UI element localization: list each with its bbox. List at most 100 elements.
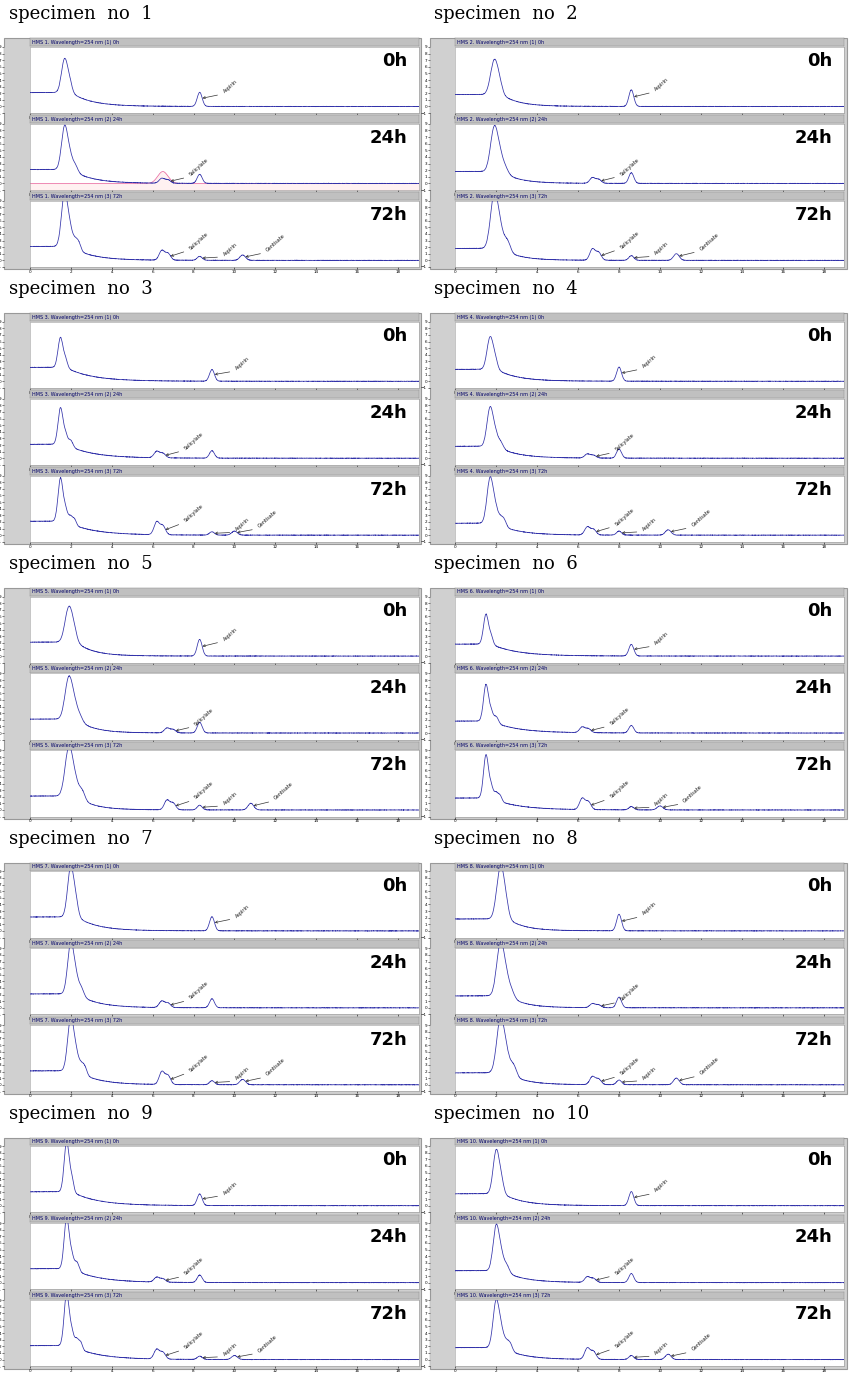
Text: Salicylate: Salicylate [614, 507, 635, 526]
Text: Salicylate: Salicylate [183, 1330, 204, 1349]
Text: Salicylate: Salicylate [619, 157, 640, 177]
Text: Salicylate: Salicylate [614, 1256, 635, 1276]
Text: 0h: 0h [808, 327, 832, 345]
Text: 24h: 24h [795, 404, 832, 422]
Text: 72h: 72h [795, 1030, 832, 1048]
Text: HMS 4. Wavelength=254 nm (1) 0h: HMS 4. Wavelength=254 nm (1) 0h [457, 315, 545, 320]
Text: specimen  no  4: specimen no 4 [434, 280, 578, 298]
Text: 0h: 0h [382, 52, 407, 70]
Text: 72h: 72h [795, 1305, 832, 1323]
Text: HMS 6. Wavelength=254 nm (3) 72h: HMS 6. Wavelength=254 nm (3) 72h [457, 743, 547, 749]
Text: Aspirin: Aspirin [222, 627, 238, 642]
Text: specimen  no  3: specimen no 3 [9, 280, 152, 298]
Text: Aspirin: Aspirin [642, 517, 658, 532]
Text: Aspirin: Aspirin [235, 904, 250, 918]
Text: HMS 8. Wavelength=254 nm (2) 24h: HMS 8. Wavelength=254 nm (2) 24h [457, 941, 547, 947]
Text: Gentisate: Gentisate [266, 234, 286, 253]
Text: Aspirin: Aspirin [654, 1179, 670, 1193]
Text: HMS 2. Wavelength=254 nm (3) 72h: HMS 2. Wavelength=254 nm (3) 72h [457, 194, 547, 199]
Text: Aspirin: Aspirin [642, 1066, 658, 1081]
Text: HMS 1. Wavelength=254 nm (2) 24h: HMS 1. Wavelength=254 nm (2) 24h [31, 117, 122, 122]
Text: HMS 5. Wavelength=254 nm (3) 72h: HMS 5. Wavelength=254 nm (3) 72h [31, 743, 122, 749]
Text: 72h: 72h [369, 1305, 407, 1323]
Text: Aspirin: Aspirin [654, 631, 670, 646]
Text: 24h: 24h [369, 404, 407, 422]
Text: HMS 4. Wavelength=254 nm (2) 24h: HMS 4. Wavelength=254 nm (2) 24h [457, 392, 547, 397]
Text: Salicylate: Salicylate [193, 780, 214, 800]
Text: 72h: 72h [369, 481, 407, 499]
Text: specimen  no  10: specimen no 10 [434, 1105, 589, 1123]
Text: HMS 4. Wavelength=254 nm (3) 72h: HMS 4. Wavelength=254 nm (3) 72h [457, 469, 547, 474]
Text: 24h: 24h [369, 679, 407, 697]
Text: Gentisate: Gentisate [257, 1334, 278, 1353]
Text: HMS 7. Wavelength=254 nm (1) 0h: HMS 7. Wavelength=254 nm (1) 0h [31, 864, 119, 870]
Text: Salicylate: Salicylate [619, 229, 640, 250]
Text: 0h: 0h [808, 52, 832, 70]
Text: specimen  no  7: specimen no 7 [9, 830, 152, 848]
Text: HMS 3. Wavelength=254 nm (1) 0h: HMS 3. Wavelength=254 nm (1) 0h [31, 315, 119, 320]
Text: HMS 9. Wavelength=254 nm (2) 24h: HMS 9. Wavelength=254 nm (2) 24h [31, 1216, 122, 1221]
Text: Salicylate: Salicylate [188, 158, 209, 177]
Text: HMS 8. Wavelength=254 nm (1) 0h: HMS 8. Wavelength=254 nm (1) 0h [457, 864, 545, 870]
Text: Salicylate: Salicylate [188, 1054, 209, 1073]
Text: 0h: 0h [808, 877, 832, 894]
Text: 72h: 72h [795, 756, 832, 774]
Text: specimen  no  2: specimen no 2 [434, 5, 578, 23]
Text: Salicylate: Salicylate [614, 433, 635, 452]
Text: Aspirin: Aspirin [222, 80, 238, 93]
Text: Gentisate: Gentisate [683, 785, 704, 804]
Text: 24h: 24h [795, 679, 832, 697]
Text: Salicylate: Salicylate [619, 1057, 640, 1076]
Text: HMS 3. Wavelength=254 nm (3) 72h: HMS 3. Wavelength=254 nm (3) 72h [31, 469, 122, 474]
Text: Aspirin: Aspirin [222, 1341, 238, 1356]
Text: specimen  no  6: specimen no 6 [434, 555, 578, 573]
Text: HMS 10. Wavelength=254 nm (2) 24h: HMS 10. Wavelength=254 nm (2) 24h [457, 1216, 551, 1221]
Text: Aspirin: Aspirin [654, 77, 670, 92]
Text: HMS 5. Wavelength=254 nm (2) 24h: HMS 5. Wavelength=254 nm (2) 24h [31, 666, 122, 672]
Text: Gentisate: Gentisate [699, 1057, 720, 1076]
Text: HMS 1. Wavelength=254 nm (3) 72h: HMS 1. Wavelength=254 nm (3) 72h [31, 194, 122, 199]
Text: 24h: 24h [795, 1228, 832, 1246]
Text: Aspirin: Aspirin [222, 791, 238, 807]
Text: 72h: 72h [795, 206, 832, 224]
Text: Gentisate: Gentisate [266, 1058, 286, 1077]
Text: 72h: 72h [795, 481, 832, 499]
Text: Salicylate: Salicylate [183, 1257, 204, 1276]
Text: HMS 2. Wavelength=254 nm (2) 24h: HMS 2. Wavelength=254 nm (2) 24h [457, 117, 547, 122]
Text: HMS 10. Wavelength=254 nm (3) 72h: HMS 10. Wavelength=254 nm (3) 72h [457, 1293, 551, 1298]
Text: Aspirin: Aspirin [654, 1341, 670, 1356]
Text: Salicylate: Salicylate [608, 779, 630, 800]
Text: Salicylate: Salicylate [193, 708, 214, 727]
Text: 24h: 24h [369, 129, 407, 147]
Text: Aspirin: Aspirin [235, 517, 250, 532]
Text: specimen  no  8: specimen no 8 [434, 830, 578, 848]
Text: HMS 2. Wavelength=254 nm (1) 0h: HMS 2. Wavelength=254 nm (1) 0h [457, 40, 545, 45]
Text: 72h: 72h [369, 756, 407, 774]
Text: Aspirin: Aspirin [235, 1066, 250, 1081]
Text: 0h: 0h [382, 602, 407, 620]
Text: 0h: 0h [808, 602, 832, 620]
Text: 0h: 0h [808, 1151, 832, 1169]
Text: 0h: 0h [382, 877, 407, 894]
Text: HMS 8. Wavelength=254 nm (3) 72h: HMS 8. Wavelength=254 nm (3) 72h [457, 1018, 547, 1024]
Text: Salicylate: Salicylate [619, 982, 640, 1002]
Text: specimen  no  1: specimen no 1 [9, 5, 152, 23]
Text: 24h: 24h [369, 954, 407, 971]
Text: Gentisate: Gentisate [691, 508, 711, 528]
Text: 24h: 24h [795, 129, 832, 147]
Text: HMS 7. Wavelength=254 nm (3) 72h: HMS 7. Wavelength=254 nm (3) 72h [31, 1018, 122, 1024]
Text: Aspirin: Aspirin [642, 354, 658, 368]
Text: Gentisate: Gentisate [699, 232, 720, 251]
Text: HMS 3. Wavelength=254 nm (2) 24h: HMS 3. Wavelength=254 nm (2) 24h [31, 392, 122, 397]
Text: 72h: 72h [369, 1030, 407, 1048]
Text: specimen  no  5: specimen no 5 [9, 555, 152, 573]
Text: Aspirin: Aspirin [235, 356, 250, 371]
Text: Aspirin: Aspirin [654, 242, 670, 257]
Text: Salicylate: Salicylate [183, 431, 204, 451]
Text: 24h: 24h [369, 1228, 407, 1246]
Text: Salicylate: Salicylate [188, 231, 209, 250]
Text: Gentisate: Gentisate [257, 510, 278, 529]
Text: 24h: 24h [795, 954, 832, 971]
Text: Aspirin: Aspirin [222, 1180, 238, 1195]
Text: 0h: 0h [382, 1151, 407, 1169]
